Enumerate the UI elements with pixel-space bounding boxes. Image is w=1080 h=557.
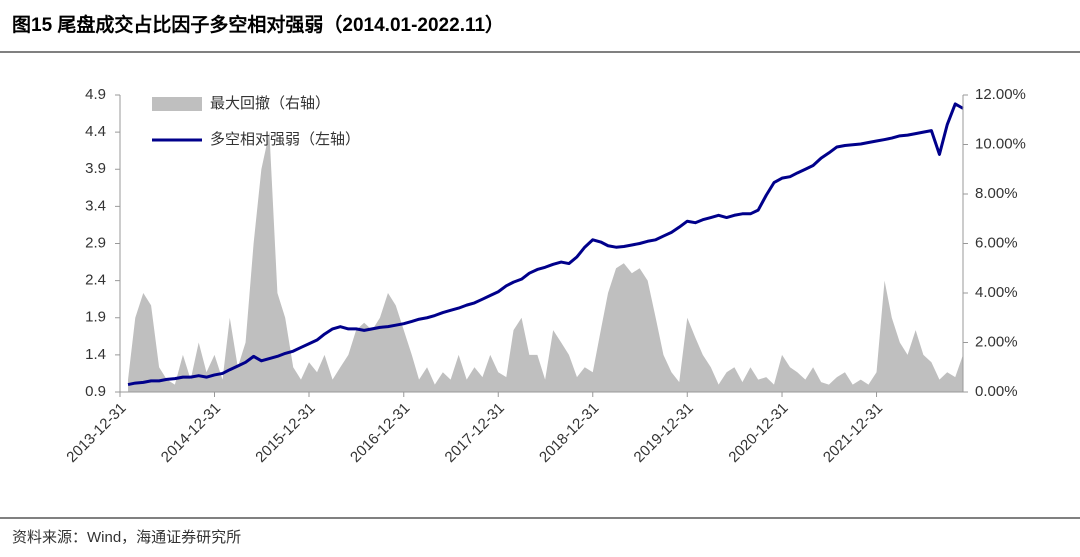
source-note: 资料来源：Wind，海通证券研究所 [12,529,241,546]
y-tick-label: 3.4 [85,197,106,214]
y2-tick-label: 8.00% [975,185,1018,202]
y2-tick-label: 0.00% [975,383,1018,400]
x-tick-label: 2014-12-31 [158,400,224,466]
drawdown-area [128,132,963,392]
chart-title: 图15 尾盘成交占比因子多空相对强弱（2014.01-2022.11） [12,13,504,36]
x-tick-label: 2016-12-31 [347,400,413,466]
x-tick-label: 2020-12-31 [725,400,791,466]
legend-swatch [152,97,202,111]
y-tick-label: 2.9 [85,234,106,251]
y-tick-label: 2.4 [85,272,106,289]
y2-tick-label: 4.00% [975,284,1018,301]
x-tick-label: 2019-12-31 [631,400,697,466]
y-tick-label: 3.9 [85,160,106,177]
x-tick-label: 2018-12-31 [536,400,602,466]
x-tick-label: 2021-12-31 [820,400,886,466]
y2-tick-label: 6.00% [975,234,1018,251]
strength-line [127,102,964,387]
x-tick-label: 2013-12-31 [63,400,129,466]
y-tick-label: 1.9 [85,309,106,326]
y2-tick-label: 10.00% [975,135,1026,152]
x-tick-label: 2015-12-31 [252,400,318,466]
x-tick-label: 2017-12-31 [442,400,508,466]
y2-tick-label: 2.00% [975,333,1018,350]
y-tick-label: 1.4 [85,346,106,363]
y-tick-label: 4.4 [85,123,106,140]
y-tick-label: 4.9 [85,86,106,103]
legend-label: 多空相对强弱（左轴） [210,131,360,148]
legend-label: 最大回撤（右轴） [210,95,330,112]
y-tick-label: 0.9 [85,383,106,400]
y2-tick-label: 12.00% [975,86,1026,103]
